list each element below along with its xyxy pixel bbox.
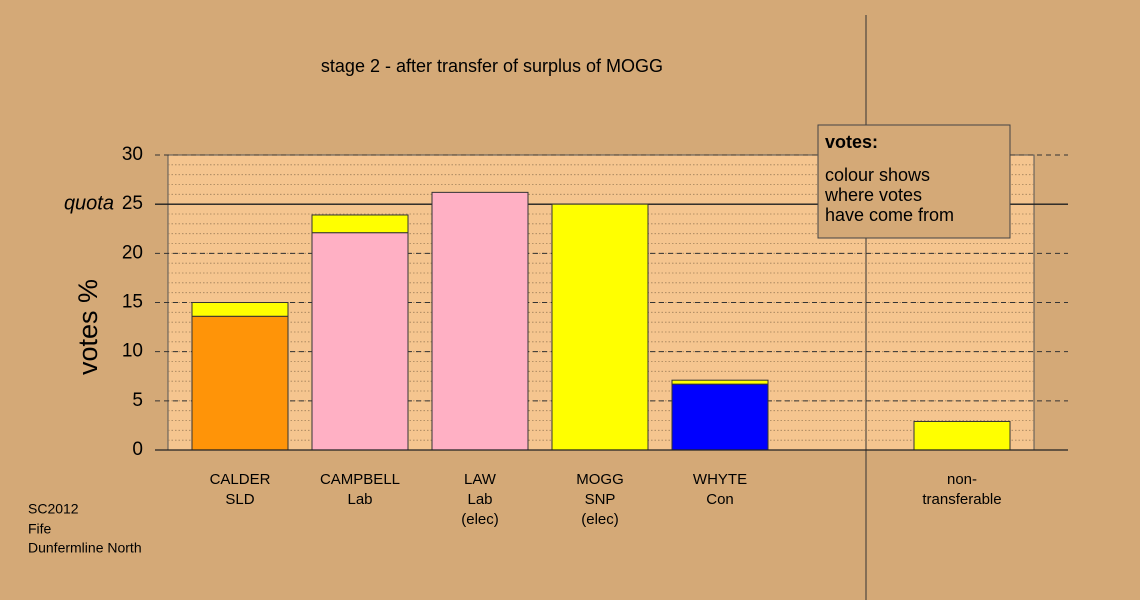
footnote: SC2012 [28,501,79,517]
bar-segment [311,214,409,234]
bar-segment [431,191,529,451]
legend-box [817,124,1011,239]
x-tick-label: Lab [347,491,372,508]
bar-segment [671,379,769,385]
footnote: Fife [28,521,52,537]
y-tick-label: 0 [132,439,143,460]
bar-segment [191,315,289,451]
x-tick-label: non- [947,471,977,488]
footnote: Dunfermline North [28,540,142,556]
y-tick-label: 30 [122,144,143,165]
x-tick-label: LAW [464,471,497,488]
bar-segment [551,203,649,451]
y-tick-label: 15 [122,292,143,313]
bar-segment [671,383,769,451]
x-tick-label: CAMPBELL [320,471,400,488]
y-tick-label: 10 [122,341,143,362]
x-tick-label: MOGG [576,471,624,488]
legend-title: votes: [825,132,878,152]
bar-segment [311,232,409,451]
x-tick-label: WHYTE [693,471,747,488]
bar-segment [191,302,289,317]
x-tick-label: (elec) [581,511,619,528]
x-tick-label: SLD [225,491,254,508]
y-tick-label: 5 [132,390,143,411]
chart-title: stage 2 - after transfer of surplus of M… [321,56,663,76]
legend-text: have come from [825,205,954,225]
y-tick-label: 20 [122,242,143,263]
bar-segment [913,420,1011,451]
legend-text: colour shows [825,165,930,185]
x-tick-label: CALDER [210,471,271,488]
y-axis-label: votes % [73,279,103,375]
y-tick-label: 25 [122,193,143,214]
x-tick-label: SNP [585,491,616,508]
quota-label: quota [64,192,114,214]
x-tick-label: Con [706,491,734,508]
x-tick-label: (elec) [461,511,499,528]
x-tick-label: Lab [467,491,492,508]
legend-text: where votes [824,185,922,205]
x-tick-label: transferable [922,491,1001,508]
